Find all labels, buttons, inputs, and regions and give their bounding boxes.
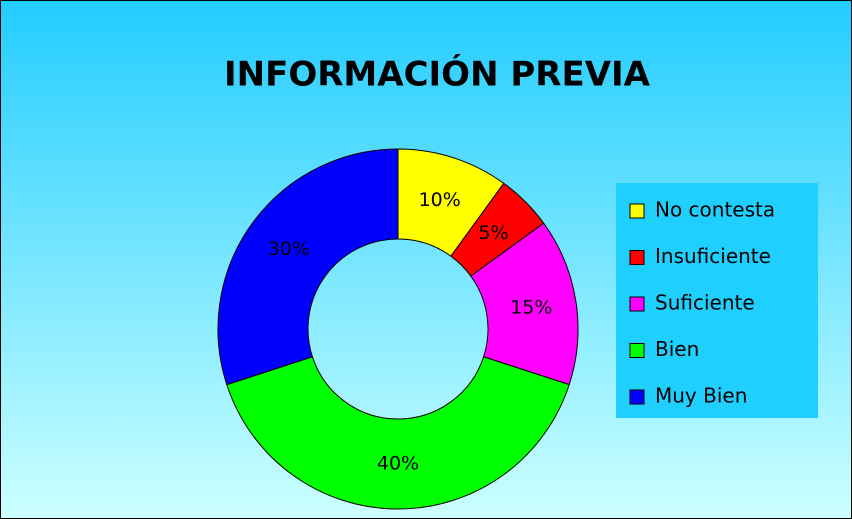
data-label: 10% [419, 189, 461, 211]
data-label: 40% [377, 453, 419, 475]
donut-slice [217, 148, 399, 386]
donut-slice [226, 356, 570, 510]
legend-label: Bien [655, 337, 699, 361]
legend-swatch [629, 343, 645, 358]
chart-title: INFORMACIÓN PREVIA [224, 54, 651, 95]
legend-swatch [629, 250, 645, 265]
legend-box [616, 183, 818, 418]
legend-label: No contesta [655, 198, 775, 222]
legend-label: Muy Bien [655, 384, 747, 408]
donut-slice [470, 222, 579, 386]
data-label: 30% [268, 238, 310, 260]
legend-label: Suficiente [655, 291, 755, 315]
data-label: 5% [478, 222, 508, 244]
legend-swatch [629, 389, 645, 405]
legend-label: Insuficiente [655, 244, 771, 268]
data-label: 15% [510, 296, 552, 318]
legend-swatch [629, 203, 645, 219]
legend-swatch [629, 296, 645, 312]
